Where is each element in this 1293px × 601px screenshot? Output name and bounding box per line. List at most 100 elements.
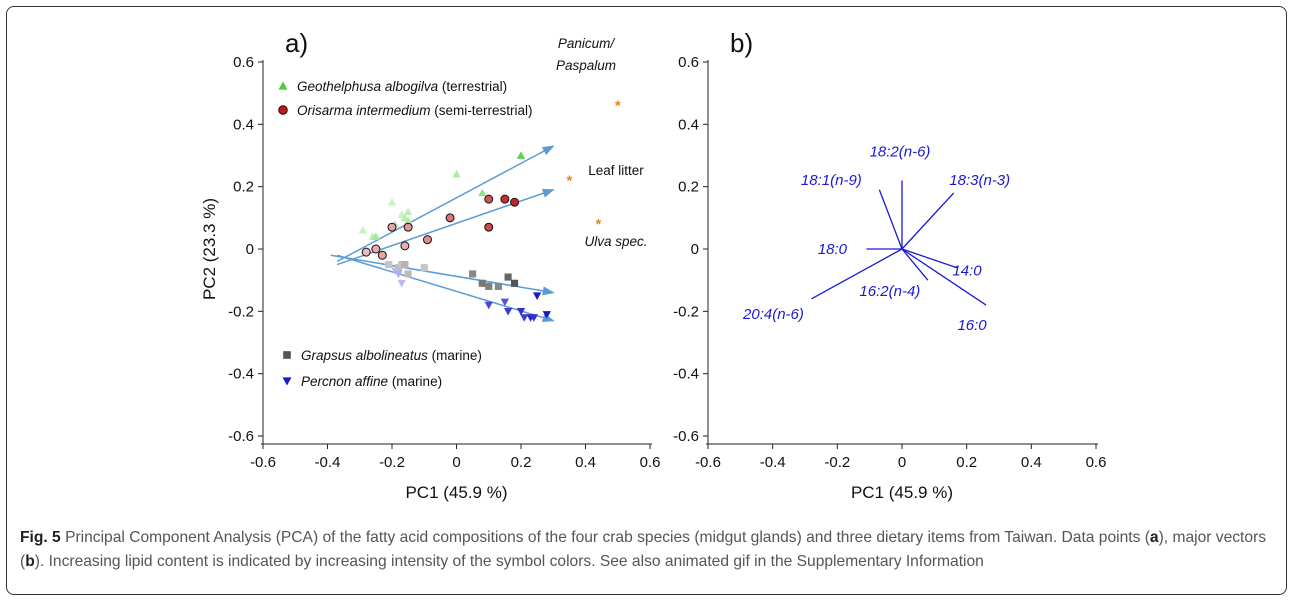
panel-a-y-tick-label: 0.6 <box>233 54 254 71</box>
legend-species-name: Geothelphusa albogilva <box>297 79 439 94</box>
legend-marker-square <box>283 351 291 359</box>
loading-vector-label: 18:2(n-6) <box>870 143 931 160</box>
data-point-triangle-down <box>520 314 529 322</box>
data-point-circle <box>403 222 413 232</box>
panel-b-x-tick-label: 0.2 <box>956 454 977 471</box>
diet-label: Paspalum <box>556 58 616 73</box>
data-point-square <box>485 282 493 290</box>
panel-a-x-tick-label: 0 <box>452 454 460 471</box>
panel-a-y-tick-label: 0.4 <box>233 116 254 133</box>
loading-vector-label: 16:0 <box>957 317 987 334</box>
panel-b-y-tick-label: 0.6 <box>678 54 699 71</box>
panel-b-y-tick-label: 0.2 <box>678 179 699 196</box>
loading-vector-label: 18:3(n-3) <box>949 172 1010 189</box>
panel-a-x-axis-label: PC1 (45.9 %) <box>405 483 507 502</box>
panel-b-y-tick-label: -0.2 <box>673 303 699 320</box>
legend-label: Orisarma intermedium (semi-terrestrial) <box>297 103 533 118</box>
loading-vector <box>901 248 958 269</box>
legend-habitat: (semi-terrestrial) <box>431 103 533 118</box>
data-point-circle <box>484 222 494 232</box>
data-point-triangle-up <box>371 232 381 240</box>
data-point-triangle-down <box>503 307 513 316</box>
loading-vector-label: 18:1(n-9) <box>801 172 862 189</box>
panel-a-y-tick-label: 0.2 <box>233 179 254 196</box>
data-point-circle <box>371 244 381 254</box>
caption-label: Fig. 5 <box>20 529 61 546</box>
panel-a-x-tick-label: 0.6 <box>640 454 661 471</box>
data-point-triangle-up <box>452 170 461 178</box>
data-point-triangle-up <box>403 216 413 225</box>
loading-vector <box>811 248 903 300</box>
data-point-square <box>510 279 519 287</box>
data-point-square <box>494 282 502 290</box>
legend-label: Percnon affine (marine) <box>301 374 442 389</box>
panel-a-scatter: 0.6 0.4 0.2 0 -0.2 -0.4 -0.6 -0.6 -0.4 -0.2 0 0.2 0.… <box>200 28 660 502</box>
data-point-triangle-down <box>532 292 542 300</box>
data-point-square <box>404 270 412 278</box>
panel-b-x-tick-label: 0.6 <box>1086 454 1107 471</box>
data-point-triangle-down <box>542 311 551 319</box>
data-point-square <box>469 270 477 278</box>
loading-vector <box>878 189 903 250</box>
trend-vector-arrow <box>336 254 555 322</box>
figure-frame <box>6 6 1287 595</box>
panel-a-panel-label: a) <box>285 28 308 58</box>
legend-marker-circle <box>278 105 288 115</box>
data-point-triangle-down <box>516 307 526 316</box>
panel-a-y-tick-label: -0.6 <box>228 428 254 445</box>
data-point-triangle-up <box>358 226 368 234</box>
panel-a-y-axis-label: PC2 (23.3 %) <box>200 198 219 300</box>
data-point-circle <box>445 213 455 223</box>
data-point-triangle-up <box>478 188 487 197</box>
loading-vector <box>901 248 929 281</box>
data-point-circle <box>387 222 397 232</box>
caption-text: Principal Component Analysis (PCA) of th… <box>20 529 1267 570</box>
loading-vector <box>901 248 987 306</box>
data-point-circle <box>377 250 387 260</box>
legend-habitat: (marine) <box>388 374 442 389</box>
panel-b-y-tick-label: -0.6 <box>673 428 699 445</box>
data-point-square <box>420 264 428 272</box>
diet-label: Panicum/ <box>558 36 616 51</box>
data-point-asterisk: * <box>595 216 601 233</box>
data-point-triangle-down <box>484 301 493 310</box>
data-point-circle <box>422 235 432 245</box>
panel-b-x-tick-label: -0.2 <box>824 454 850 471</box>
panel-a-x-tick-label: 0.4 <box>575 454 596 471</box>
panel-b-x-axis-label: PC1 (45.9 %) <box>851 483 953 502</box>
diet-label: Leaf litter <box>588 163 644 178</box>
panel-b-x-tick-label: -0.6 <box>695 454 721 471</box>
data-point-triangle-up <box>403 207 413 215</box>
legend-habitat: (marine) <box>428 348 482 363</box>
data-point-circle <box>510 197 520 207</box>
legend-species-name: Percnon affine <box>301 374 388 389</box>
legend-species-name: Orisarma intermedium <box>297 103 431 118</box>
legend-marker-triangle-up <box>278 81 288 90</box>
data-point-triangle-down <box>500 298 510 307</box>
diet-label: Ulva spec. <box>584 234 647 249</box>
data-point-square <box>478 279 486 287</box>
loading-vector-label: 18:0 <box>818 241 848 258</box>
data-point-triangle-up <box>516 151 526 159</box>
legend-habitat: (terrestrial) <box>438 79 507 94</box>
data-point-square <box>385 261 393 269</box>
panel-a-y-tick-label: 0 <box>246 241 254 258</box>
loading-vector-label: 16:2(n-4) <box>859 283 920 300</box>
legend-label: Grapsus albolineatus (marine) <box>301 348 482 363</box>
panel-b-x-tick-label: 0.4 <box>1021 454 1042 471</box>
panel-a-x-tick-label: 0.2 <box>511 454 532 471</box>
panel-b-x-tick-label: -0.4 <box>760 454 786 471</box>
legend-marker-triangle-down <box>282 377 292 386</box>
panel-a-x-tick-label: -0.2 <box>379 454 405 471</box>
data-point-circle <box>400 241 410 251</box>
loading-vector <box>901 192 955 250</box>
data-point-asterisk: * <box>566 172 572 189</box>
figure-caption: Fig. 5 Principal Component Analysis (PCA… <box>20 526 1270 574</box>
loading-vector-label: 20:4(n-6) <box>742 306 804 323</box>
legend-species-name: Grapsus albolineatus <box>301 348 428 363</box>
data-point-triangle-up <box>387 198 397 206</box>
panel-b-y-tick-label: 0.4 <box>678 116 699 133</box>
loading-vector-label: 14:0 <box>952 263 982 280</box>
legend-label: Geothelphusa albogilva (terrestrial) <box>297 79 507 94</box>
